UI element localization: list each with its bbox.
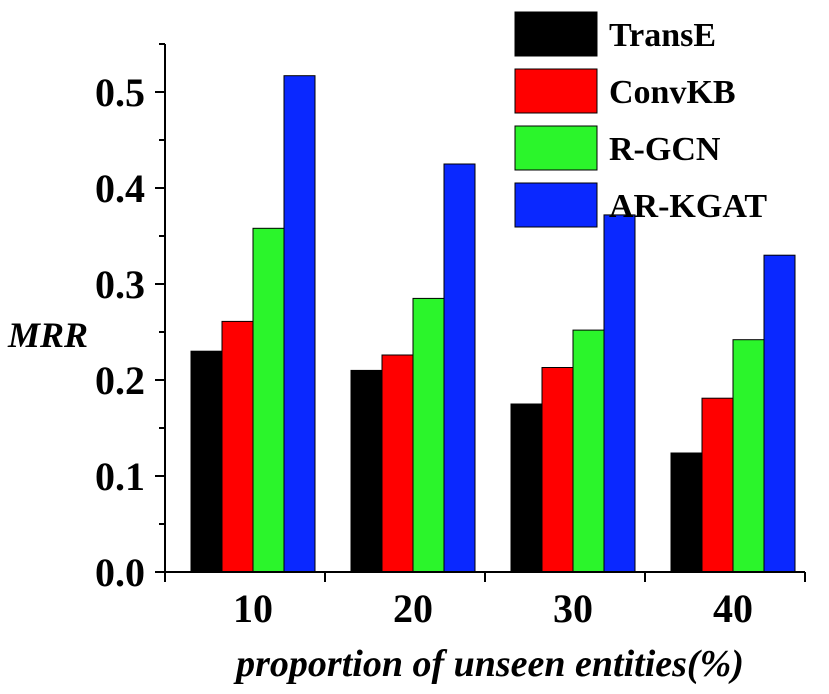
bar-r-gcn-20 (412, 297, 445, 573)
legend-label: R-GCN (609, 131, 721, 168)
bar-ar-kgat-20 (443, 163, 476, 573)
y-tick-label: 0.5 (95, 70, 145, 115)
legend-swatch-r-gcn (514, 125, 598, 171)
y-tick-label: 0.1 (95, 454, 145, 499)
bar-r-gcn-40 (732, 339, 765, 573)
legend-label: ConvKB (609, 74, 736, 111)
bar-convkb-10 (221, 320, 254, 573)
bar-r-gcn-30 (572, 329, 605, 573)
x-tick-label: 10 (233, 586, 273, 631)
x-tick-label: 40 (713, 586, 753, 631)
x-axis-title: proportion of unseen entities(%) (233, 643, 744, 685)
y-tick-label: 0.2 (95, 358, 145, 403)
x-tick-label: 20 (393, 586, 433, 631)
bar-convkb-40 (701, 397, 734, 573)
legend-swatch-transe (514, 11, 598, 57)
bar-ar-kgat-40 (763, 254, 796, 573)
bar-transe-40 (670, 452, 703, 573)
bar-transe-10 (190, 350, 223, 573)
y-axis-title: MRR (7, 315, 88, 355)
y-tick-label: 0.3 (95, 262, 145, 307)
legend-label: TransE (609, 17, 716, 54)
bar-convkb-30 (541, 367, 574, 573)
bar-r-gcn-10 (252, 227, 285, 573)
bar-ar-kgat-10 (283, 75, 316, 573)
legend-swatch-ar-kgat (514, 182, 598, 228)
bar-transe-30 (510, 403, 543, 573)
axes-layer: 10 20 30 40 0.0 0.1 0.2 0.3 0.4 0.5 (95, 43, 806, 631)
y-tick-label: 0.4 (95, 166, 145, 211)
legend-label: AR-KGAT (609, 188, 767, 225)
bar-convkb-20 (381, 354, 414, 573)
bars-layer (190, 75, 796, 573)
legend: TransE ConvKB R-GCN AR-KGAT (514, 11, 767, 228)
bar-ar-kgat-30 (603, 214, 636, 573)
bar-transe-20 (350, 369, 383, 573)
legend-swatch-convkb (514, 68, 598, 114)
x-tick-label: 30 (553, 586, 593, 631)
y-tick-label: 0.0 (95, 550, 145, 595)
